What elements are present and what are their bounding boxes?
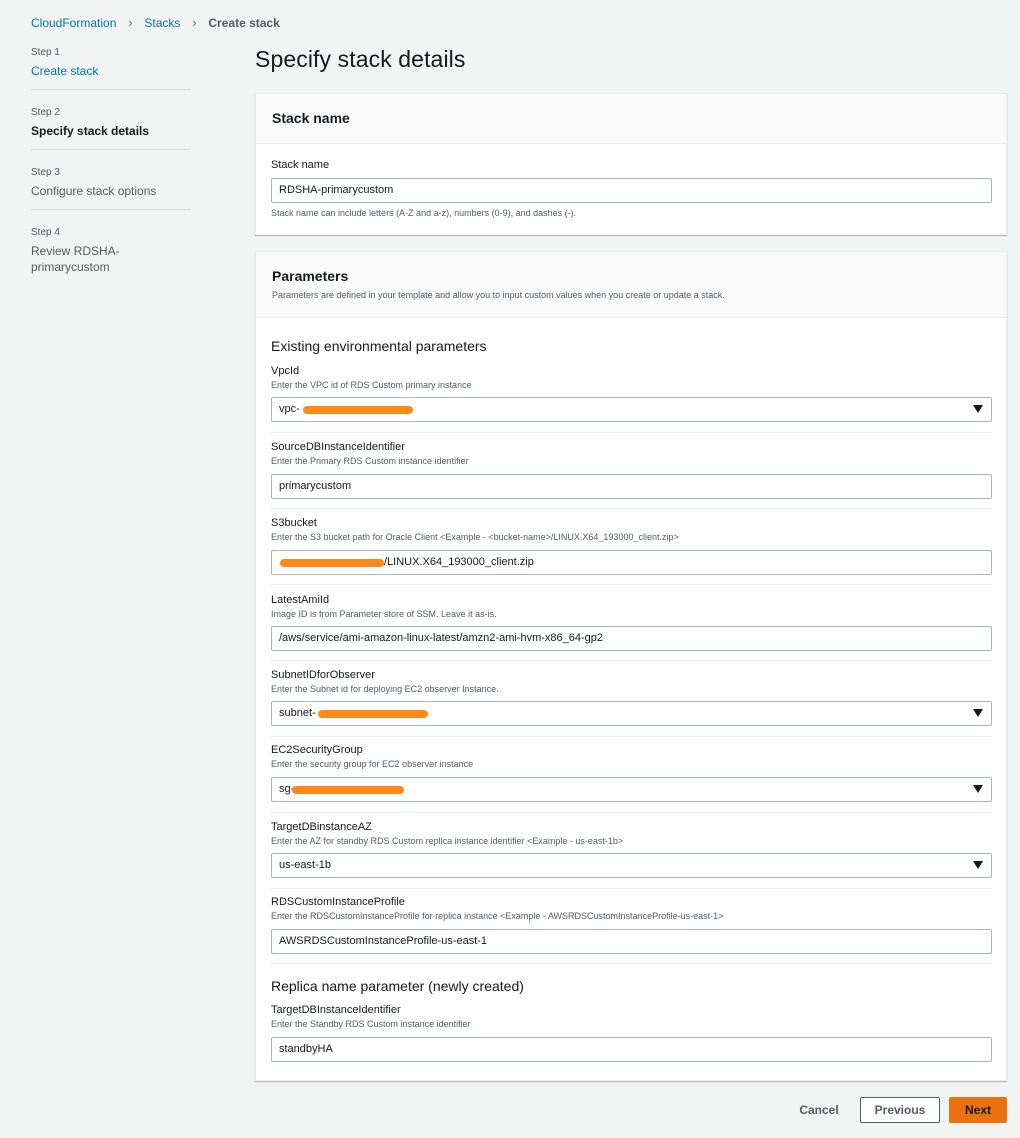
- field-label: TargetDBInstanceIdentifier: [271, 1004, 401, 1016]
- panel-header: Parameters Parameters are defined in you…: [256, 252, 1006, 318]
- target-az-select[interactable]: us-east-1b: [271, 853, 992, 878]
- step-link-create-stack[interactable]: Create stack: [31, 64, 99, 78]
- page-title: Specify stack details: [255, 46, 466, 72]
- target-db-input[interactable]: standbyHA: [271, 1037, 992, 1062]
- step-3: Step 3 Configure stack options: [31, 166, 191, 210]
- step-number: Step 4: [31, 227, 60, 238]
- step-number: Step 2: [31, 107, 60, 118]
- panel-description: Parameters are defined in your template …: [272, 290, 725, 300]
- step-4: Step 4 Review RDSHA-primarycustom: [31, 226, 191, 285]
- panel-title: Stack name: [272, 110, 350, 126]
- field-instance-profile: RDSCustomInstanceProfile Enter the RDSCu…: [271, 896, 992, 921]
- field-label: RDSCustomInstanceProfile: [271, 896, 405, 908]
- step-current-title: Specify stack details: [31, 124, 150, 138]
- stack-name-panel: Stack name Stack name RDSHA-primarycusto…: [255, 93, 1007, 235]
- divider: [271, 736, 992, 737]
- divider: [271, 508, 992, 509]
- step-title: Configure stack options: [31, 184, 157, 198]
- step-number: Step 3: [31, 167, 60, 178]
- field-source-db: SourceDBInstanceIdentifier Enter the Pri…: [271, 441, 992, 466]
- breadcrumb-cloudformation[interactable]: CloudFormation: [31, 15, 117, 30]
- redaction-mark: [318, 710, 428, 718]
- instance-profile-input[interactable]: AWSRDSCustomInstanceProfile-us-east-1: [271, 929, 992, 954]
- caret-down-icon: [973, 785, 983, 793]
- section-title: Replica name parameter (newly created): [271, 978, 524, 994]
- divider: [271, 888, 992, 889]
- parameters-panel: Parameters Parameters are defined in you…: [255, 251, 1007, 1081]
- chevron-right-icon: ›: [192, 15, 197, 30]
- field-label: SubnetIDforObserver: [271, 669, 375, 681]
- field-label: EC2SecurityGroup: [271, 744, 363, 756]
- field-hint: Enter the Primary RDS Custom instance id…: [271, 456, 469, 466]
- field-hint: Stack name can include letters (A-Z and …: [271, 208, 577, 218]
- redaction-mark: [303, 406, 413, 414]
- field-label: SourceDBInstanceIdentifier: [271, 441, 405, 453]
- caret-down-icon: [973, 861, 983, 869]
- chevron-right-icon: ›: [128, 15, 133, 30]
- redaction-mark: [292, 786, 404, 794]
- panel-header: Stack name: [256, 94, 1006, 144]
- field-hint: Enter the VPC id of RDS Custom primary i…: [271, 380, 472, 390]
- redaction-mark: [280, 559, 384, 567]
- wizard-steps: Step 1 Create stack Step 2 Specify stack…: [31, 46, 191, 301]
- field-hint: Enter the RDSCustomInstanceProfile for r…: [271, 911, 724, 921]
- divider: [271, 660, 992, 661]
- field-subnet: SubnetIDforObserver Enter the Subnet id …: [271, 669, 992, 694]
- caret-down-icon: [973, 405, 983, 413]
- panel-title: Parameters: [272, 268, 349, 284]
- previous-button[interactable]: Previous: [860, 1097, 940, 1123]
- security-group-select[interactable]: sg-: [271, 777, 992, 802]
- breadcrumb-current: Create stack: [208, 15, 280, 30]
- field-target-db: TargetDBInstanceIdentifier Enter the Sta…: [271, 1004, 992, 1029]
- select-value: subnet-: [279, 707, 316, 719]
- field-label: S3bucket: [271, 517, 317, 529]
- select-value: sg-: [279, 783, 295, 795]
- field-target-az: TargetDBinstanceAZ Enter the AZ for stan…: [271, 821, 992, 846]
- field-label: VpcId: [271, 365, 300, 377]
- caret-down-icon: [973, 709, 983, 717]
- field-s3bucket: S3bucket Enter the S3 bucket path for Or…: [271, 517, 992, 542]
- field-hint: Enter the Subnet id for deploying EC2 ob…: [271, 684, 499, 694]
- vpcid-select[interactable]: vpc-: [271, 397, 992, 422]
- divider: [271, 432, 992, 433]
- subnet-select[interactable]: subnet-: [271, 701, 992, 726]
- breadcrumb-stacks[interactable]: Stacks: [144, 15, 181, 30]
- latest-ami-input[interactable]: /aws/service/ami-amazon-linux-latest/amz…: [271, 626, 992, 651]
- input-value: /LINUX.X64_193000_client.zip: [384, 556, 534, 568]
- select-value: vpc-: [279, 403, 300, 415]
- field-latest-ami: LatestAmiId Image ID is from Parameter s…: [271, 594, 992, 619]
- divider: [271, 963, 992, 964]
- divider: [271, 584, 992, 585]
- field-hint: Enter the S3 bucket path for Oracle Clie…: [271, 532, 679, 542]
- source-db-input[interactable]: primarycustom: [271, 474, 992, 499]
- step-title: Review RDSHA-primarycustom: [31, 244, 120, 274]
- select-value: us-east-1b: [279, 859, 331, 871]
- breadcrumb: CloudFormation › Stacks › Create stack: [31, 15, 280, 30]
- stack-name-input[interactable]: RDSHA-primarycustom: [271, 178, 992, 203]
- field-label: LatestAmiId: [271, 594, 330, 606]
- divider: [271, 812, 992, 813]
- step-number: Step 1: [31, 47, 60, 58]
- field-hint: Enter the AZ for standby RDS Custom repl…: [271, 836, 624, 846]
- field-vpcid: VpcId Enter the VPC id of RDS Custom pri…: [271, 365, 992, 390]
- next-button[interactable]: Next: [949, 1097, 1007, 1123]
- field-hint: Enter the security group for EC2 observe…: [271, 759, 474, 769]
- field-hint: Enter the Standby RDS Custom instance id…: [271, 1019, 471, 1029]
- step-2: Step 2 Specify stack details: [31, 106, 191, 150]
- field-label: Stack name: [271, 159, 330, 171]
- field-label: TargetDBinstanceAZ: [271, 821, 372, 833]
- step-1: Step 1 Create stack: [31, 46, 191, 90]
- field-hint: Image ID is from Parameter store of SSM.…: [271, 609, 497, 619]
- cancel-button[interactable]: Cancel: [799, 1103, 839, 1117]
- s3bucket-input[interactable]: /LINUX.X64_193000_client.zip: [271, 550, 992, 575]
- section-title: Existing environmental parameters: [271, 338, 487, 354]
- field-security-group: EC2SecurityGroup Enter the security grou…: [271, 744, 992, 769]
